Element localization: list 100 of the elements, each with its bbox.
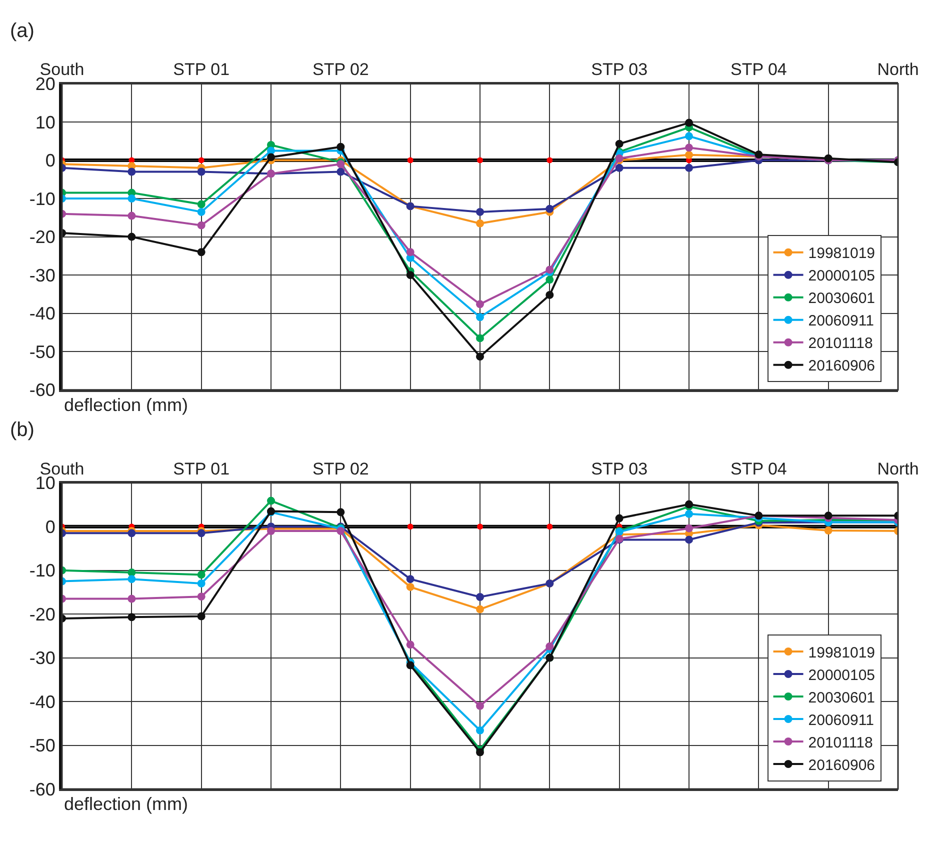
y-tick-label: -10 <box>29 188 56 209</box>
point <box>406 575 414 584</box>
x-tick-label: North <box>877 459 919 478</box>
y-tick-label: -30 <box>29 265 56 286</box>
legend-label: 20101118 <box>808 335 873 352</box>
point <box>128 529 136 538</box>
point <box>476 605 484 614</box>
point <box>267 153 275 162</box>
point <box>476 219 484 228</box>
point <box>406 661 414 670</box>
y-tick-label: -20 <box>29 604 56 624</box>
point <box>685 118 693 127</box>
y-tick-label: 20 <box>35 74 56 94</box>
point <box>615 140 624 148</box>
point <box>685 150 693 159</box>
point <box>476 313 484 322</box>
y-tick-label: 10 <box>35 112 56 132</box>
legend-label: 20060911 <box>808 312 874 330</box>
point <box>128 212 136 220</box>
point <box>406 271 414 280</box>
point <box>685 164 693 172</box>
point <box>407 157 414 164</box>
x-tick-label: STP 02 <box>312 60 369 80</box>
y-tick-label: -30 <box>29 648 56 668</box>
point <box>476 702 484 710</box>
legend-label: 19981019 <box>808 644 876 662</box>
point <box>197 221 206 230</box>
y-tick-label: -10 <box>29 560 56 581</box>
point <box>198 157 204 164</box>
legend-label: 20101118 <box>808 734 873 752</box>
point <box>197 579 206 588</box>
point <box>546 290 554 299</box>
y-tick-label: -60 <box>29 779 56 800</box>
point <box>477 157 483 164</box>
point <box>546 204 554 213</box>
legend-label: 20030601 <box>808 689 876 706</box>
point <box>477 524 483 530</box>
point <box>197 208 206 216</box>
point <box>197 168 206 176</box>
point <box>476 726 484 734</box>
x-tick-label: STP 04 <box>730 459 787 478</box>
y-tick-label: 0 <box>45 516 56 537</box>
y-tick-label: -50 <box>29 736 56 756</box>
point <box>406 582 414 591</box>
x-tick-label: STP 03 <box>591 60 648 80</box>
chart-title: (b) <box>10 419 34 441</box>
point <box>685 144 693 152</box>
point <box>197 248 206 256</box>
point <box>476 352 484 361</box>
point <box>615 514 624 522</box>
x-tick-label: STP 01 <box>173 459 230 478</box>
y-tick-label: -60 <box>29 380 56 400</box>
point <box>476 334 484 342</box>
point <box>546 276 554 284</box>
point <box>197 529 206 538</box>
legend-label: 20060911 <box>808 712 874 729</box>
legend-label: 20160906 <box>808 756 876 774</box>
point <box>267 146 275 155</box>
point <box>546 642 554 650</box>
point <box>685 510 693 518</box>
y-tick-label: 0 <box>45 150 56 171</box>
point <box>128 194 136 203</box>
text: deflection (mm) <box>64 395 188 415</box>
point <box>128 232 136 241</box>
legend-label: 20000105 <box>808 666 876 684</box>
point <box>476 208 484 216</box>
x-tick-label: North <box>877 60 919 80</box>
point <box>685 132 693 140</box>
point <box>406 248 414 256</box>
point <box>128 168 136 176</box>
point <box>824 526 832 535</box>
point <box>128 613 136 622</box>
point <box>476 593 484 602</box>
legend-label: 19981019 <box>808 245 876 262</box>
chart-title: (a) <box>10 20 34 42</box>
x-tick-label: STP 01 <box>173 60 230 80</box>
point <box>336 508 345 516</box>
point <box>685 536 693 544</box>
x-tick-label: STP 02 <box>312 459 369 478</box>
point <box>197 570 206 579</box>
legend-label: 20030601 <box>808 290 876 308</box>
point <box>615 164 624 172</box>
y-tick-label: -20 <box>29 227 56 248</box>
point <box>336 168 345 176</box>
point <box>476 748 484 756</box>
text: deflection (mm) <box>64 794 188 814</box>
y-tick-label: -50 <box>29 342 56 362</box>
y-tick-label: -40 <box>29 692 56 712</box>
legend-label: 20000105 <box>808 268 876 285</box>
point <box>546 266 554 274</box>
point <box>685 524 693 532</box>
point <box>685 500 693 508</box>
point <box>406 640 414 649</box>
point <box>197 200 206 208</box>
point <box>476 300 484 308</box>
point <box>546 524 553 530</box>
point <box>128 594 136 603</box>
point <box>128 575 136 584</box>
point <box>267 496 275 505</box>
y-tick-label: -40 <box>29 304 56 324</box>
